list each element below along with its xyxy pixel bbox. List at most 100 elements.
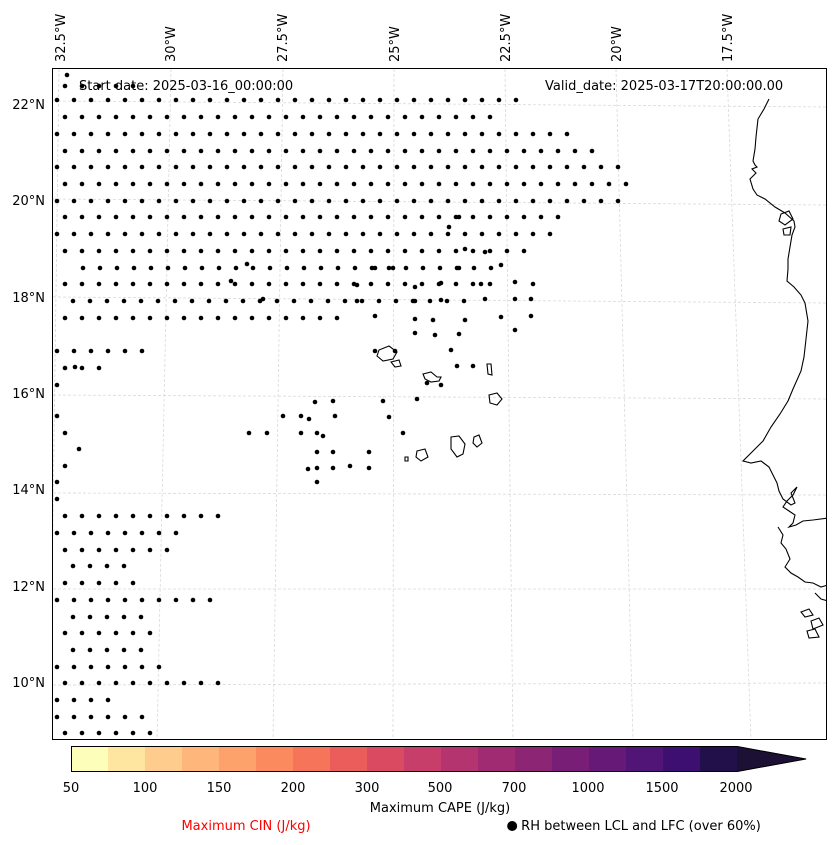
rh-dot (479, 198, 485, 204)
rh-dot (412, 330, 418, 336)
rh-dot (147, 214, 153, 220)
rh-dot (155, 298, 161, 304)
rh-dot (88, 348, 94, 354)
rh-dot (283, 181, 289, 187)
rh-dot (240, 298, 246, 304)
colorbar-segment (441, 746, 478, 772)
rh-dot (496, 164, 502, 170)
rh-dot (598, 198, 604, 204)
rh-dot (309, 97, 315, 103)
rh-dot (104, 647, 110, 653)
rh-dot (215, 513, 221, 519)
rh-dot (105, 97, 111, 103)
rh-dot (385, 114, 391, 120)
rh-dot (139, 664, 145, 670)
rh-dot (79, 365, 85, 371)
rh-dot (139, 348, 145, 354)
rh-dot (62, 580, 68, 586)
lon-label-17-5w: 17.5°W (721, 13, 736, 62)
rh-dot (258, 231, 264, 237)
rh-dot (496, 131, 502, 137)
rh-dot (334, 148, 340, 154)
rh-dot (71, 664, 77, 670)
rh-dot (139, 198, 145, 204)
rh-dot (72, 364, 78, 370)
island-boa-vista (488, 392, 503, 406)
rh-dot (283, 114, 289, 120)
colorbar-segment (330, 746, 367, 772)
rh-dot (298, 413, 304, 419)
rh-dot (300, 181, 306, 187)
rh-dot (504, 214, 510, 220)
rh-dot (275, 231, 281, 237)
rh-dot (88, 597, 94, 603)
rh-dot (394, 131, 400, 137)
rh-dot (283, 148, 289, 154)
rh-dot (62, 148, 68, 154)
rh-dot (122, 530, 128, 536)
rh-dot (376, 298, 382, 304)
valid-date-label: Valid_date: 2025-03-17T20:00:00.00 (545, 79, 784, 94)
rh-dot (419, 181, 425, 187)
rh-dot (428, 97, 434, 103)
bijagos-coast (777, 526, 826, 588)
rh-dot (372, 348, 378, 354)
rh-dot (122, 97, 128, 103)
lat-label-16n: 16°N (12, 387, 45, 402)
map-canvas (53, 69, 826, 739)
rh-dot (249, 248, 255, 254)
cb-tick-300: 300 (354, 781, 380, 796)
rh-dot (122, 198, 128, 204)
rh-dot (470, 248, 476, 254)
rh-dot (351, 248, 357, 254)
rh-dot (79, 248, 85, 254)
rh-dot (198, 114, 204, 120)
rh-dot (266, 214, 272, 220)
rh-dot (113, 148, 119, 154)
rh-dot (156, 597, 162, 603)
colorbar-segment (108, 746, 145, 772)
rh-dot (326, 231, 332, 237)
rh-dot (456, 265, 462, 271)
rh-dot (547, 198, 553, 204)
rh-dot (334, 281, 340, 287)
rh-dot (354, 282, 360, 288)
rh-dot (428, 131, 434, 137)
rh-dot (496, 198, 502, 204)
rh-dot (147, 630, 153, 636)
island-sal (486, 363, 493, 376)
coastline-layer (376, 98, 826, 639)
rh-dot (156, 530, 162, 536)
rh-dot (419, 148, 425, 154)
rh-dot (165, 265, 171, 271)
rh-dot (402, 281, 408, 287)
island-maio (472, 434, 483, 448)
rh-dot (181, 680, 187, 686)
rh-dot (164, 281, 170, 287)
lat-label-18n: 18°N (12, 291, 45, 306)
rh-dot (147, 680, 153, 686)
rh-dot (385, 181, 391, 187)
rh-dot (411, 198, 417, 204)
rh-dot (454, 363, 460, 369)
rh-dot (414, 396, 420, 402)
rh-dot (343, 97, 349, 103)
rh-dot (181, 114, 187, 120)
colorbar-segment (256, 746, 293, 772)
colorbar-label: Maximum CAPE (J/kg) (369, 801, 511, 816)
gridline (615, 69, 634, 739)
rh-dot (430, 317, 436, 323)
rh-dot (246, 430, 252, 436)
gridline (272, 69, 284, 739)
rh-dot (147, 248, 153, 254)
rh-dot (54, 164, 60, 170)
rh-dot (70, 298, 76, 304)
colorbar-segment (626, 746, 663, 772)
colorbar-segment (589, 746, 626, 772)
rh-dot (300, 248, 306, 254)
rh-dot (138, 614, 144, 620)
rh-dot (446, 224, 452, 230)
rh-dot (113, 315, 119, 321)
cb-tick-200: 200 (280, 781, 306, 796)
rh-dot (164, 114, 170, 120)
